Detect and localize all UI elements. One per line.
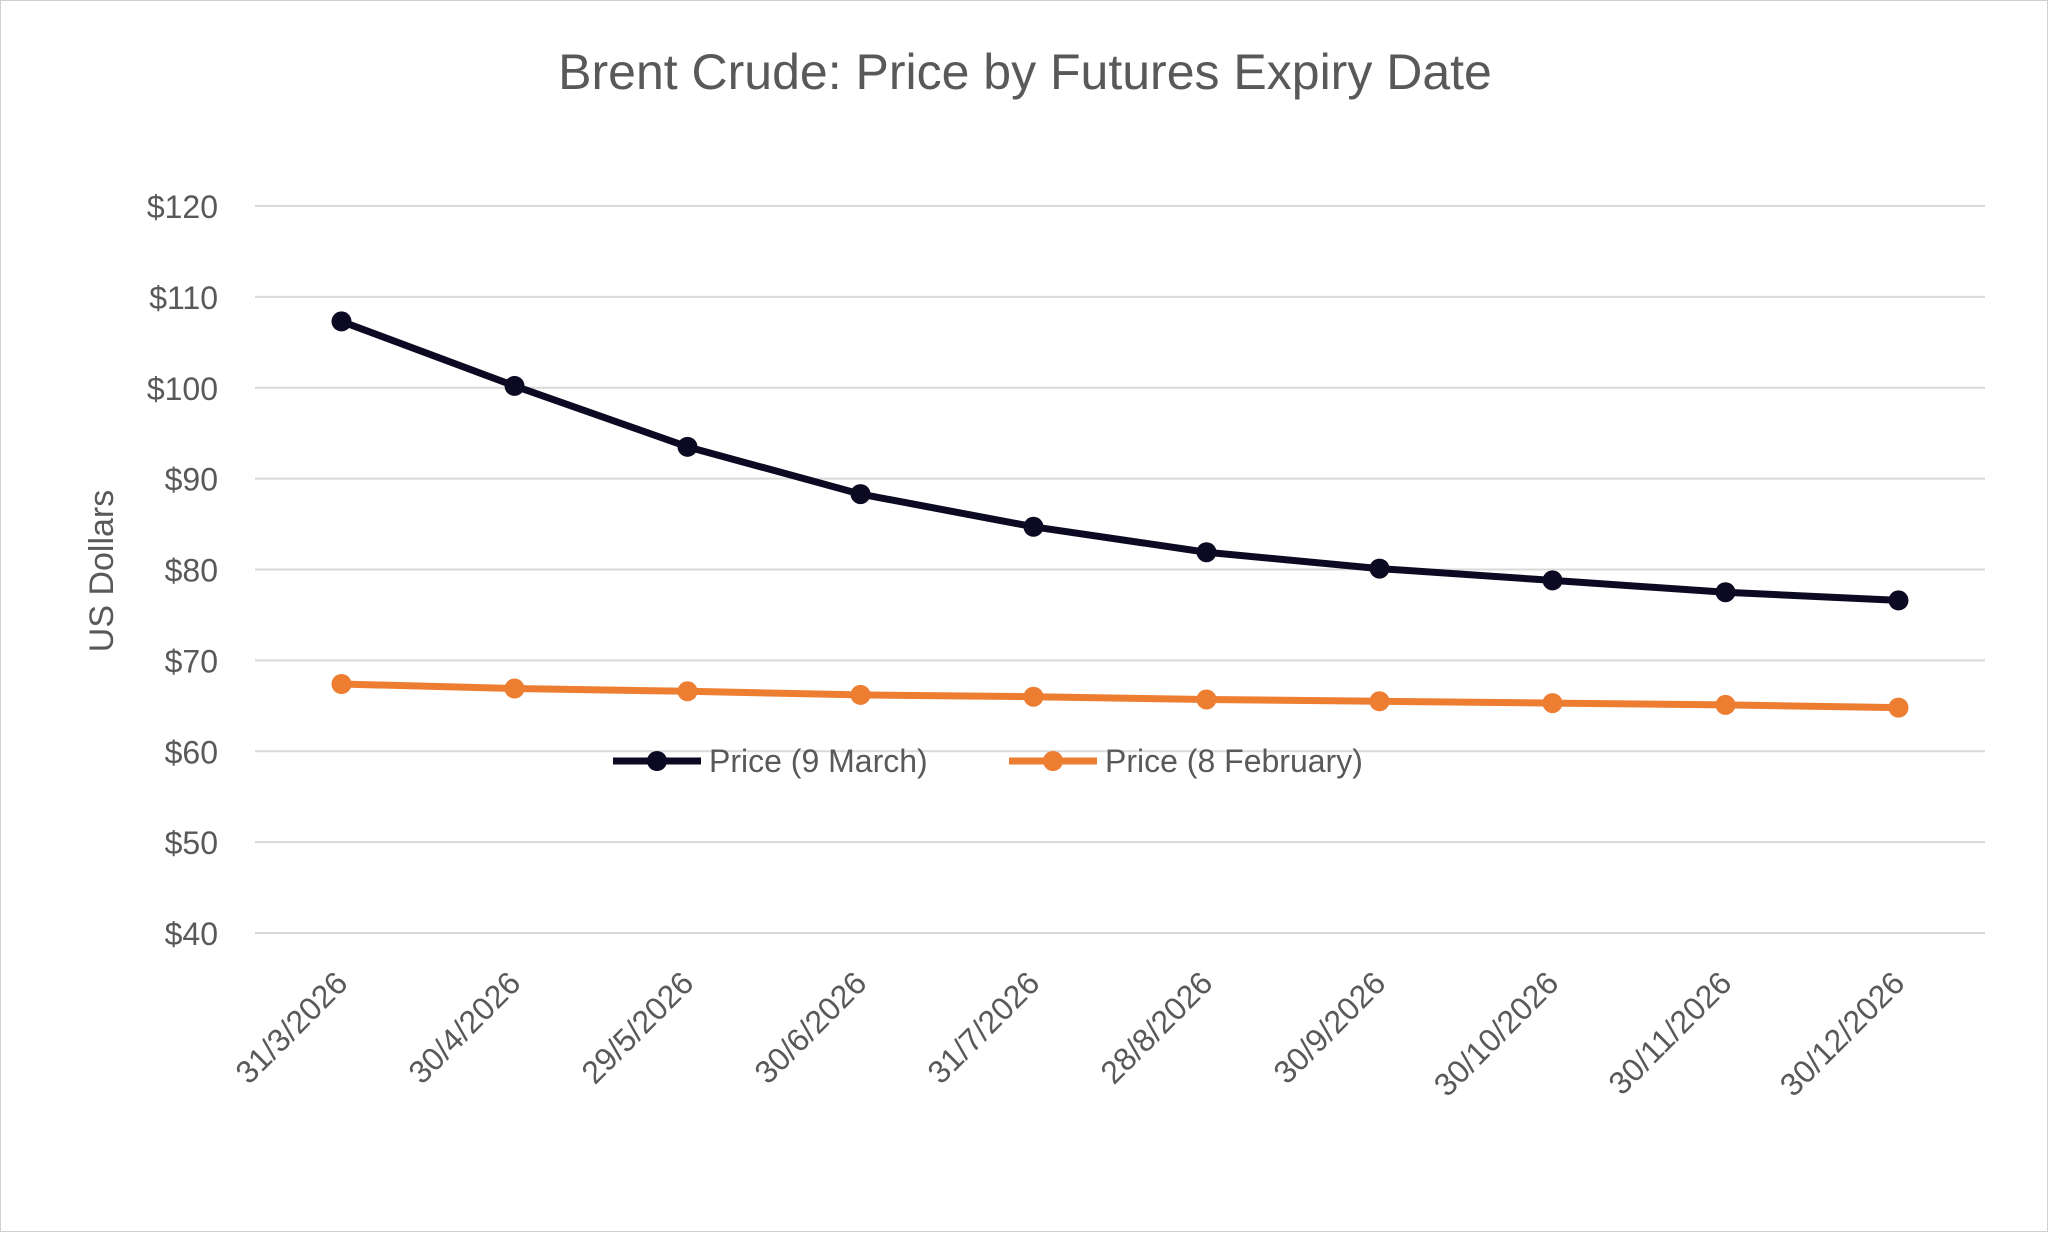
legend-label: Price (9 March) bbox=[709, 743, 928, 779]
data-point bbox=[331, 674, 352, 695]
chart-title: Brent Crude: Price by Futures Expiry Dat… bbox=[558, 44, 1492, 100]
legend-item: Price (9 March) bbox=[613, 743, 928, 779]
x-tick-label: 28/8/2026 bbox=[1093, 964, 1219, 1090]
data-point bbox=[1196, 689, 1217, 710]
legend-item: Price (8 February) bbox=[1009, 743, 1363, 779]
legend: Price (9 March) Price (8 February) bbox=[613, 743, 1363, 779]
data-point bbox=[331, 311, 352, 332]
x-axis-ticks: 31/3/2026 30/4/2026 29/5/2026 30/6/2026 31/7… bbox=[228, 964, 1911, 1103]
y-tick-label: $110 bbox=[149, 280, 218, 316]
data-point bbox=[1542, 693, 1563, 714]
data-point bbox=[850, 684, 871, 705]
data-point bbox=[504, 375, 525, 396]
series-line bbox=[338, 680, 1902, 712]
y-tick-label: $100 bbox=[147, 371, 218, 407]
series bbox=[331, 674, 1909, 718]
data-point bbox=[1888, 590, 1909, 611]
y-tick-label: $60 bbox=[165, 734, 218, 770]
data-point bbox=[504, 678, 525, 699]
data-point bbox=[1888, 697, 1909, 718]
x-tick-label: 30/10/2026 bbox=[1427, 964, 1566, 1103]
data-point bbox=[1023, 686, 1044, 707]
data-point bbox=[677, 436, 698, 457]
x-tick-label: 30/4/2026 bbox=[401, 964, 527, 1090]
data-point bbox=[1023, 516, 1044, 537]
y-tick-label: $50 bbox=[165, 825, 218, 861]
legend-label: Price (8 February) bbox=[1105, 743, 1363, 779]
data-point bbox=[1715, 582, 1736, 603]
x-tick-label: 30/9/2026 bbox=[1266, 964, 1392, 1090]
series-line bbox=[338, 317, 1902, 604]
series bbox=[331, 311, 1909, 611]
data-point bbox=[677, 681, 698, 702]
series-layer bbox=[331, 311, 1909, 718]
data-point bbox=[1715, 694, 1736, 715]
legend-swatch-marker bbox=[1043, 751, 1063, 771]
y-axis-ticks: $40 $50 $60 $70 $80 $90 $100 $110 $120 bbox=[147, 189, 218, 952]
y-tick-label: $90 bbox=[165, 462, 218, 498]
x-tick-label: 31/7/2026 bbox=[920, 964, 1046, 1090]
data-point bbox=[850, 484, 871, 505]
x-tick-label: 30/6/2026 bbox=[747, 964, 873, 1090]
y-tick-label: $40 bbox=[165, 916, 218, 952]
x-tick-label: 31/3/2026 bbox=[228, 964, 354, 1090]
y-tick-label: $70 bbox=[165, 643, 218, 679]
gridlines bbox=[255, 205, 1985, 934]
data-point bbox=[1369, 558, 1390, 579]
legend-swatch-marker bbox=[647, 751, 667, 771]
x-tick-label: 30/12/2026 bbox=[1773, 964, 1912, 1103]
x-tick-label: 29/5/2026 bbox=[574, 964, 700, 1090]
data-point bbox=[1542, 570, 1563, 591]
data-point bbox=[1196, 542, 1217, 563]
y-tick-label: $80 bbox=[165, 553, 218, 589]
y-axis-label: US Dollars bbox=[83, 490, 121, 652]
y-tick-label: $120 bbox=[147, 189, 218, 225]
data-point bbox=[1369, 691, 1390, 712]
x-tick-label: 30/11/2026 bbox=[1601, 964, 1738, 1101]
